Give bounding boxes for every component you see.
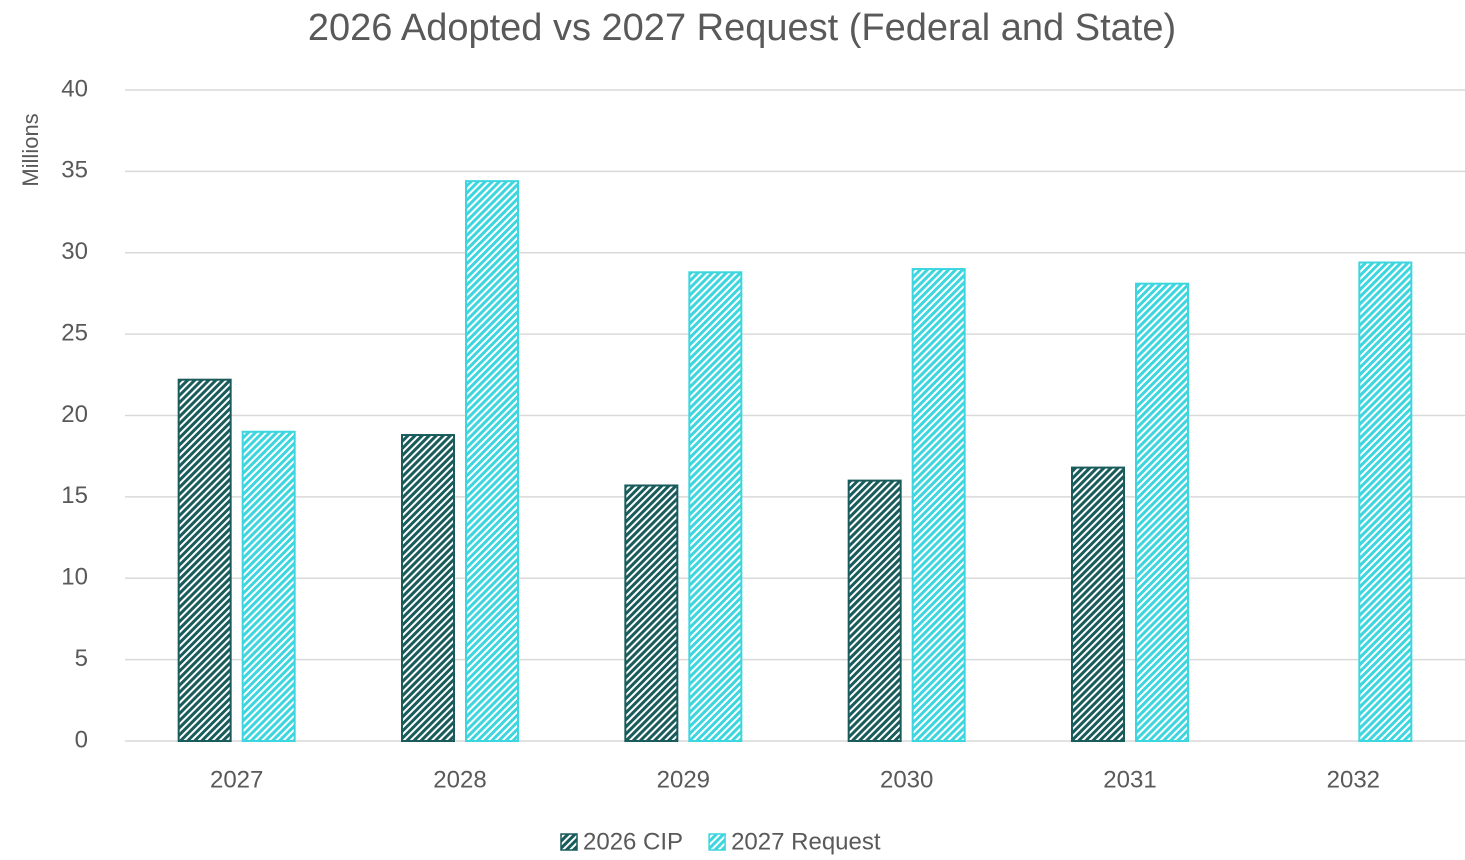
legend-swatch xyxy=(560,833,578,851)
x-tick-label: 2030 xyxy=(880,766,933,793)
y-tick-label: 5 xyxy=(75,645,88,672)
legend-swatch xyxy=(708,833,726,851)
bar xyxy=(241,430,296,742)
y-tick-label: 10 xyxy=(61,564,88,591)
x-tick-label: 2029 xyxy=(657,766,710,793)
y-axis-title: Millions xyxy=(18,113,43,186)
bar xyxy=(1358,261,1413,742)
bar xyxy=(465,180,519,742)
x-tick-label: 2032 xyxy=(1327,766,1380,793)
x-tick-label: 2027 xyxy=(210,766,263,793)
x-tick-label: 2028 xyxy=(433,766,486,793)
legend-label: 2027 Request xyxy=(731,828,881,855)
y-tick-label: 25 xyxy=(61,319,88,346)
y-tick-label: 30 xyxy=(61,238,88,265)
y-tick-label: 40 xyxy=(61,75,88,102)
bar xyxy=(1071,466,1125,742)
y-tick-label: 35 xyxy=(61,157,88,184)
y-tick-label: 20 xyxy=(61,401,88,428)
bar xyxy=(177,378,232,742)
chart-title: 2026 Adopted vs 2027 Request (Federal an… xyxy=(308,7,1176,49)
bar xyxy=(847,479,902,742)
y-tick-label: 15 xyxy=(61,482,88,509)
bar xyxy=(688,271,743,742)
y-tick-label: 0 xyxy=(75,726,88,753)
legend-label: 2026 CIP xyxy=(583,828,683,855)
bar xyxy=(401,434,455,742)
bar xyxy=(624,484,679,743)
x-tick-label: 2031 xyxy=(1103,766,1156,793)
bar xyxy=(1135,282,1189,742)
bar xyxy=(911,268,966,742)
